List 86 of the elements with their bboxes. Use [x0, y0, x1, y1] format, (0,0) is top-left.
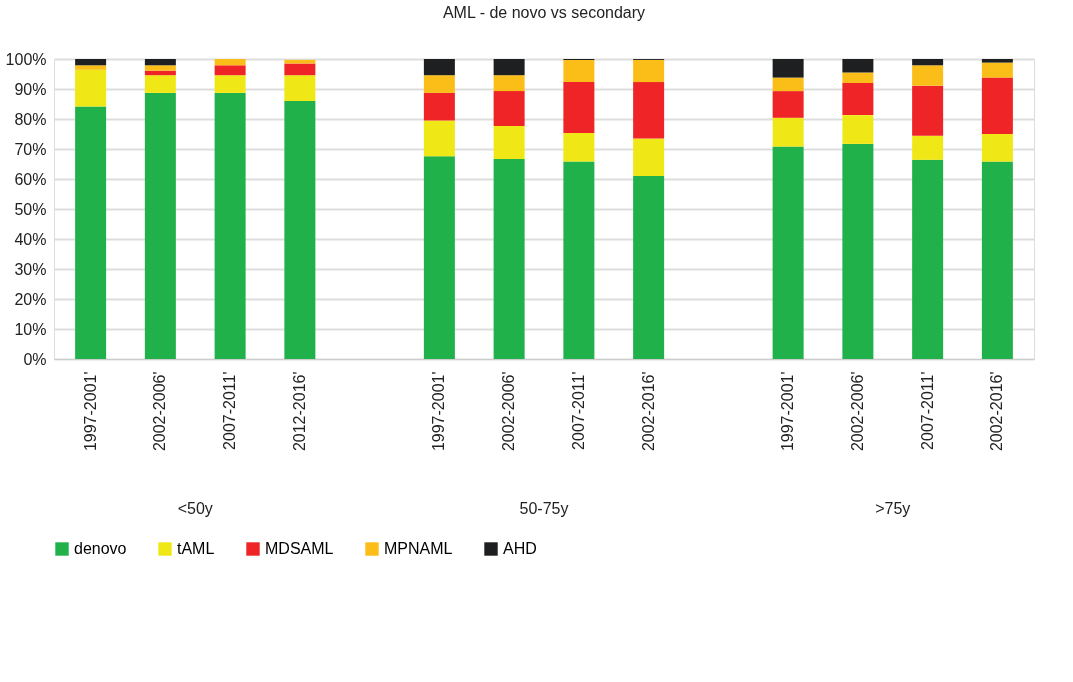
text: <50y: [177, 500, 213, 517]
bar: [563, 133, 595, 162]
bar: [423, 120, 455, 157]
legend-label: MPNAML: [384, 540, 453, 557]
bar: [633, 82, 665, 139]
bar: [772, 77, 804, 92]
chart-title: AML - de novo vs secondary: [442, 4, 646, 21]
x-tick-label: 2007-2011': [918, 371, 936, 450]
bar: [144, 65, 176, 71]
x-tick-label: 1997-2001': [779, 371, 797, 452]
text: 50-75y: [519, 500, 569, 517]
x-tick-label: 2002-2006': [500, 371, 518, 452]
x-tick-label: 2002-2006': [848, 371, 866, 452]
bar: [633, 176, 665, 359]
bar: [75, 106, 107, 359]
legend-label: tAML: [177, 540, 215, 557]
text: >75y: [875, 500, 911, 517]
y-tick-label: 60%: [14, 170, 47, 188]
bar: [772, 146, 804, 359]
bar: [912, 59, 944, 66]
x-tick-label: 1997-2001': [81, 371, 99, 452]
bar: [493, 158, 525, 359]
bar: [772, 117, 804, 147]
bar: [981, 134, 1013, 162]
bar: [75, 59, 107, 66]
y-tick-label: 30%: [14, 260, 47, 278]
bar: [284, 75, 316, 101]
x-tick-label: 2002-2016': [988, 371, 1006, 452]
legend-label: denovo: [74, 540, 127, 557]
bar: [912, 65, 944, 86]
bar: [493, 125, 525, 159]
y-tick-label: 40%: [14, 230, 47, 248]
bar: [214, 65, 246, 76]
bar: [633, 59, 665, 83]
bar: [842, 143, 874, 359]
y-tick-label: 70%: [14, 140, 47, 158]
x-tick-label: 2002-2016': [639, 371, 657, 452]
bar: [75, 65, 107, 70]
legend-label: MDSAML: [265, 540, 334, 557]
bar: [772, 59, 804, 78]
bar: [214, 75, 246, 93]
y-tick-label: 50%: [14, 200, 47, 218]
bar: [144, 92, 176, 359]
bar: [981, 62, 1013, 78]
y-tick-label: 10%: [14, 320, 47, 338]
bar: [493, 75, 525, 92]
bar: [912, 85, 944, 136]
bar: [214, 59, 246, 66]
bar: [842, 72, 874, 83]
y-tick-label: 100%: [5, 50, 47, 68]
bar: [423, 75, 455, 93]
bar: [214, 92, 246, 359]
y-tick-label: 90%: [14, 80, 47, 98]
bar: [912, 135, 944, 160]
x-tick-label: 2007-2011': [221, 371, 239, 450]
bar: [423, 59, 455, 76]
bar: [144, 59, 176, 66]
x-tick-label: 2002-2006': [151, 371, 169, 452]
bar: [423, 156, 455, 359]
bar: [284, 59, 316, 64]
bar: [493, 59, 525, 76]
bar: [981, 59, 1013, 63]
bar: [493, 91, 525, 126]
bar: [284, 101, 316, 359]
x-tick-label: 1997-2001': [430, 371, 448, 452]
bar: [981, 77, 1013, 134]
bar: [842, 83, 874, 116]
bar: [563, 59, 595, 83]
bar: [842, 59, 874, 73]
bar: [563, 161, 595, 359]
legend-label: AHD: [503, 540, 537, 557]
y-tick-label: 20%: [14, 290, 47, 308]
y-tick-label: 0%: [23, 350, 47, 368]
bar: [284, 63, 316, 76]
x-tick-label: 2012-2016': [290, 371, 308, 452]
bar: [912, 159, 944, 359]
bar: [144, 75, 176, 93]
bar: [981, 161, 1013, 359]
bar: [842, 115, 874, 144]
x-tick-label: 2007-2011': [569, 371, 587, 450]
bar: [563, 82, 595, 134]
y-tick-label: 80%: [14, 110, 47, 128]
bar: [633, 138, 665, 176]
bar: [772, 91, 804, 118]
bar: [75, 69, 107, 107]
bar: [423, 92, 455, 121]
